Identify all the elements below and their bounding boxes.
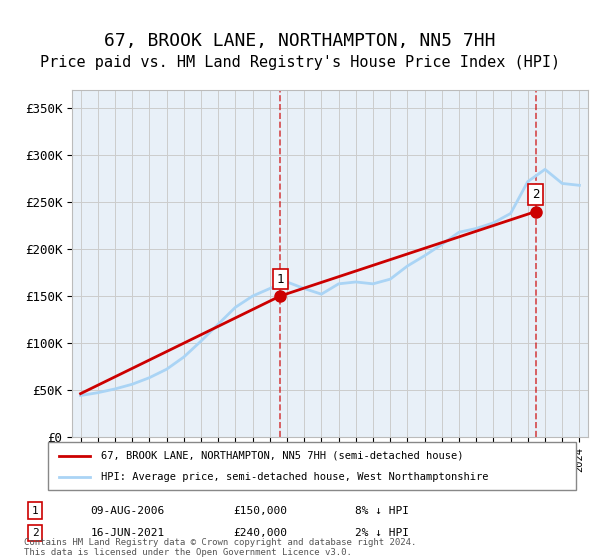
Text: 67, BROOK LANE, NORTHAMPTON, NN5 7HH (semi-detached house): 67, BROOK LANE, NORTHAMPTON, NN5 7HH (se… [101,451,463,461]
Text: 67, BROOK LANE, NORTHAMPTON, NN5 7HH: 67, BROOK LANE, NORTHAMPTON, NN5 7HH [104,32,496,50]
Text: 2% ↓ HPI: 2% ↓ HPI [355,528,409,538]
Text: 09-AUG-2006: 09-AUG-2006 [90,506,164,516]
FancyBboxPatch shape [48,442,576,490]
Text: 16-JUN-2021: 16-JUN-2021 [90,528,164,538]
Text: 2: 2 [32,528,38,538]
Text: 1: 1 [277,273,284,286]
Text: Price paid vs. HM Land Registry's House Price Index (HPI): Price paid vs. HM Land Registry's House … [40,55,560,70]
Text: Contains HM Land Registry data © Crown copyright and database right 2024.
This d: Contains HM Land Registry data © Crown c… [24,538,416,557]
Text: £240,000: £240,000 [234,528,288,538]
Text: HPI: Average price, semi-detached house, West Northamptonshire: HPI: Average price, semi-detached house,… [101,472,488,482]
Text: 1: 1 [32,506,38,516]
Text: 2: 2 [532,188,539,201]
Text: 8% ↓ HPI: 8% ↓ HPI [355,506,409,516]
Text: £150,000: £150,000 [234,506,288,516]
